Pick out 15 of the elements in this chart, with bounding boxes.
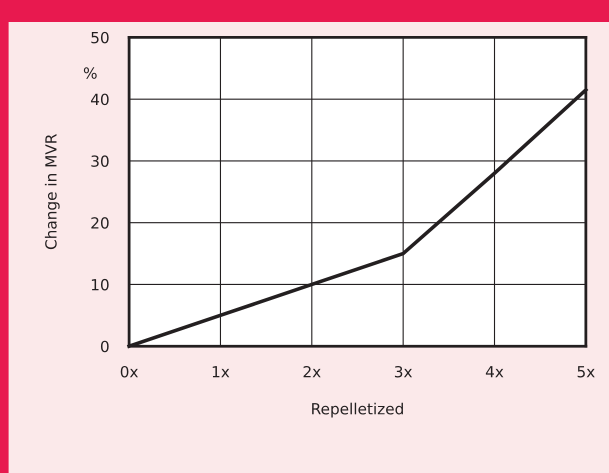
y-tick-label: 0 [100,340,109,352]
x-tick-label: 2x [304,366,321,378]
x-tick-label: 0x [120,366,138,378]
y-tick-label: 50 [91,32,109,44]
x-axis-title: Repelletized [312,402,403,418]
text: % [84,67,97,79]
y-tick-label: 10 [92,278,109,290]
x-tick-label: 4x [486,366,504,378]
x-tick-label: 1x [212,366,230,378]
y-tick-label: 40 [90,94,109,106]
y-axis-title: Change in MVR [44,134,60,250]
x-tick-label: 5x [578,366,595,378]
y-tick-label: 20 [91,217,109,229]
y-tick-label: 30 [91,155,109,167]
x-tick-label: 3x [394,366,412,378]
